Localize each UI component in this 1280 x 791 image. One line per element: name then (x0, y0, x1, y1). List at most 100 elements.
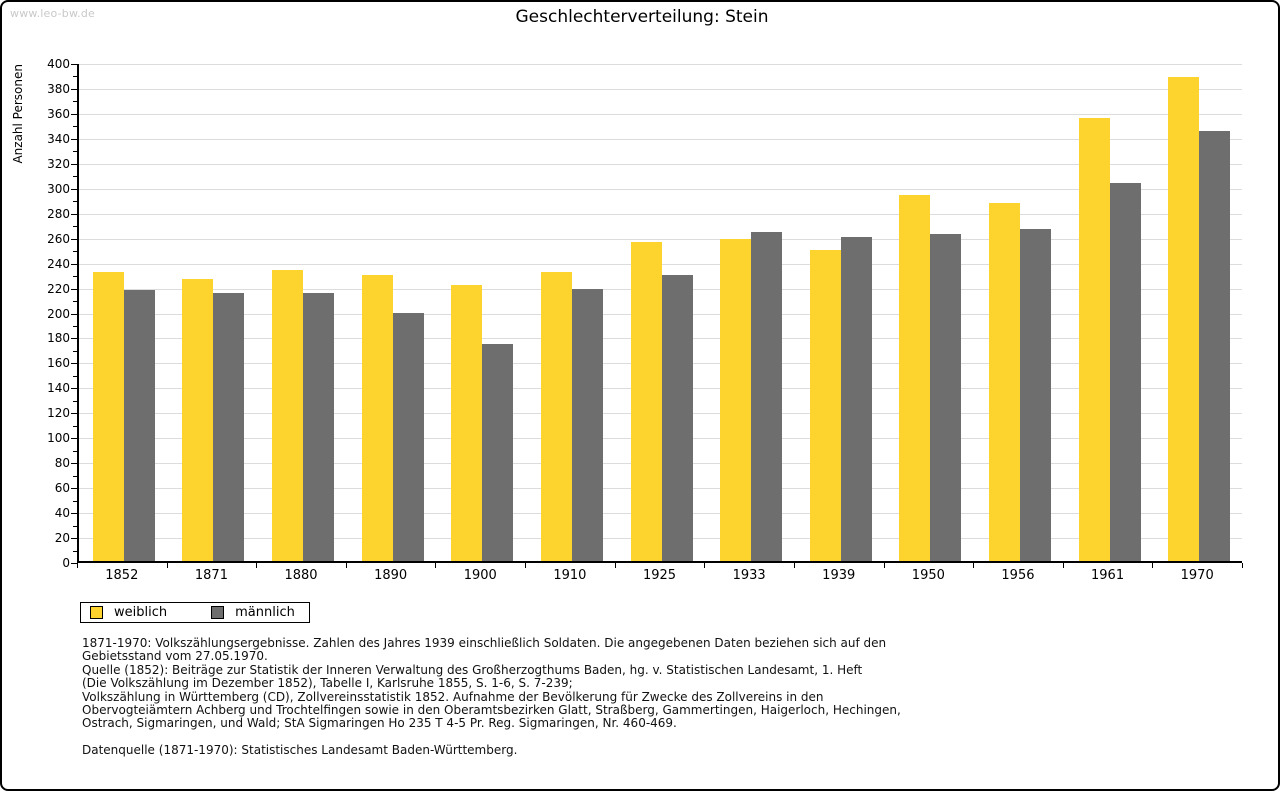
x-axis-tick (883, 563, 885, 568)
bar-männlich-1910 (571, 289, 603, 561)
y-minor-tick (73, 301, 77, 303)
x-axis-label-1970: 1970 (1180, 568, 1214, 583)
x-axis-label-1961: 1961 (1091, 568, 1125, 583)
y-axis-label: 60 (54, 481, 70, 496)
y-minor-tick (73, 276, 77, 278)
y-axis-label: 240 (47, 256, 70, 271)
y-axis-label: 180 (47, 331, 70, 346)
y-minor-tick (73, 400, 77, 402)
y-minor-tick (73, 375, 77, 377)
bar-männlich-1852 (123, 290, 155, 561)
y-axis-label: 320 (47, 156, 70, 171)
bar-weiblich-1900 (451, 285, 483, 561)
x-axis-tick (525, 563, 527, 568)
x-axis-tick (77, 563, 78, 568)
y-minor-tick (73, 500, 77, 502)
y-minor-tick (73, 450, 77, 452)
y-axis-label: 160 (47, 356, 70, 371)
y-major-tick (71, 163, 77, 165)
y-minor-tick (73, 126, 77, 128)
y-major-tick (71, 288, 77, 290)
x-axis-tick (1062, 563, 1064, 568)
x-axis-label-1871: 1871 (194, 568, 228, 583)
plot-area (77, 64, 1242, 563)
y-minor-tick (73, 325, 77, 327)
y-axis-label: 400 (47, 57, 70, 71)
bar-weiblich-1939 (809, 250, 841, 561)
y-major-tick (71, 138, 77, 140)
footnote-line: Volkszählung in Württemberg (CD), Zollve… (82, 689, 824, 704)
x-axis-tick (614, 563, 616, 568)
y-major-tick (71, 563, 77, 564)
legend-item-maennlich: männlich (211, 605, 295, 620)
bar-weiblich-1910 (540, 271, 572, 561)
y-major-tick (71, 513, 77, 515)
bar-weiblich-1970 (1168, 76, 1200, 561)
y-major-tick (71, 438, 77, 440)
y-axis-label: 80 (54, 456, 70, 471)
maennlich-color-swatch-icon (211, 606, 225, 619)
y-axis-label: 120 (47, 406, 70, 421)
y-minor-tick (73, 151, 77, 153)
gridline (79, 64, 1242, 65)
y-major-tick (71, 338, 77, 340)
bar-weiblich-1871 (182, 279, 214, 561)
y-axis-label: 20 (54, 531, 70, 546)
y-axis-label: 360 (47, 106, 70, 121)
bar-männlich-1880 (303, 292, 335, 561)
gridline (79, 138, 1242, 140)
y-minor-tick (73, 350, 77, 352)
y-axis-label: 300 (47, 181, 70, 196)
y-major-tick (71, 488, 77, 490)
gridline (79, 163, 1242, 165)
bar-männlich-1970 (1199, 130, 1231, 561)
x-axis-tick (166, 563, 168, 568)
x-axis-label-1956: 1956 (1001, 568, 1035, 583)
bar-weiblich-1956 (988, 202, 1020, 561)
y-axis-label: 40 (54, 506, 70, 521)
datasource-line: Datenquelle (1871-1970): Statistisches L… (82, 743, 518, 757)
y-major-tick (71, 113, 77, 115)
legend-label-weiblich: weiblich (114, 605, 168, 620)
y-axis-label: 280 (47, 206, 70, 221)
bar-männlich-1900 (482, 343, 514, 561)
bar-weiblich-1961 (1078, 118, 1110, 561)
y-minor-tick (73, 76, 77, 78)
y-minor-tick (73, 475, 77, 477)
y-minor-tick (73, 101, 77, 103)
bar-weiblich-1880 (272, 270, 304, 561)
bar-weiblich-1925 (630, 241, 662, 561)
x-axis-tick (345, 563, 347, 568)
x-axis-tick (973, 563, 975, 568)
bar-männlich-1871 (213, 292, 245, 561)
footnote-line: 1871-1970: Volkszählungsergebnisse. Zahl… (82, 636, 887, 650)
x-axis-tick (435, 563, 437, 568)
y-axis-label: 200 (47, 306, 70, 321)
bar-weiblich-1890 (361, 275, 393, 561)
x-axis-tick (1242, 563, 1243, 568)
x-axis-label-1852: 1852 (105, 568, 139, 583)
gridline (79, 113, 1242, 115)
y-major-tick (71, 313, 77, 315)
y-minor-tick (73, 201, 77, 203)
chart-title: Geschlechterverteilung: Stein (515, 7, 769, 27)
bar-männlich-1890 (392, 312, 424, 561)
x-axis-tick (256, 563, 258, 568)
y-major-tick (71, 64, 77, 65)
bar-männlich-1950 (930, 234, 962, 561)
y-axis-label: 380 (47, 81, 70, 96)
y-minor-tick (73, 226, 77, 228)
y-major-tick (71, 388, 77, 390)
bar-weiblich-1852 (92, 271, 124, 561)
gridline (79, 213, 1242, 215)
y-major-tick (71, 188, 77, 190)
x-axis-tick (704, 563, 706, 568)
x-axis-tick (1152, 563, 1154, 568)
footnote-line: (Die Volkszählung im Dezember 1852), Tab… (82, 676, 573, 691)
y-axis-label: 340 (47, 131, 70, 146)
x-axis-tick (793, 563, 795, 568)
x-axis-label-1880: 1880 (284, 568, 318, 583)
y-major-tick (71, 538, 77, 540)
footnote-block: 1871-1970: Volkszählungsergebnisse. Zahl… (82, 636, 901, 731)
